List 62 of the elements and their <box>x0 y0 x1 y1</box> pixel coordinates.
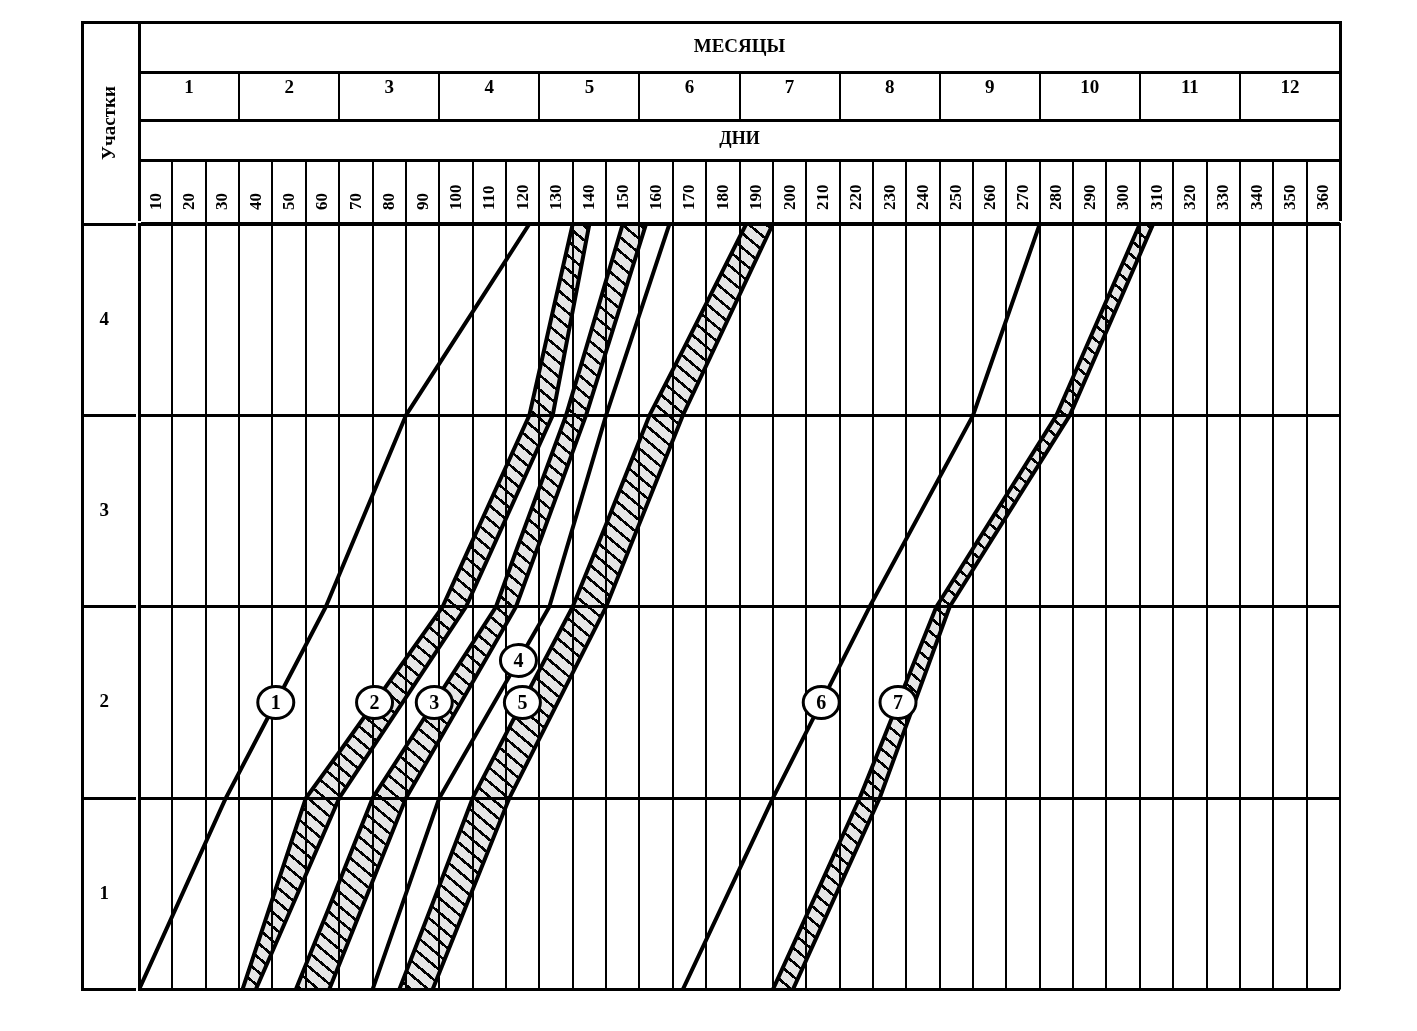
x-tick-label: 220 <box>846 184 866 210</box>
x-tick-label: 330 <box>1213 184 1233 210</box>
x2-tick-label: 5 <box>584 75 595 97</box>
series-label: 4 <box>513 648 524 671</box>
x-tick-label: 110 <box>479 185 499 210</box>
x-tick-label: 80 <box>379 193 399 210</box>
x-tick-label: 340 <box>1246 184 1266 210</box>
x-tick-label: 280 <box>1046 184 1066 210</box>
x2-tick-label: 12 <box>1280 75 1300 97</box>
x-tick-label: 310 <box>1146 184 1166 210</box>
x-tick-label: 150 <box>612 184 632 210</box>
x-tick-label: 40 <box>245 193 265 210</box>
x-tick-label: 160 <box>646 184 666 210</box>
x2-axis-title: МЕСЯЦЫ <box>693 35 786 57</box>
x-tick-label: 300 <box>1113 184 1133 210</box>
x-tick-label: 10 <box>145 193 165 210</box>
y-tick-label: 3 <box>99 499 109 521</box>
series-label: 7 <box>893 690 904 713</box>
x-tick-label: 100 <box>445 184 465 210</box>
x-tick-label: 50 <box>279 193 299 210</box>
x-tick-label: 360 <box>1313 184 1333 210</box>
x-tick-label: 60 <box>312 193 332 210</box>
x-tick-label: 210 <box>812 184 832 210</box>
x-tick-label: 120 <box>512 184 532 210</box>
x-tick-label: 90 <box>412 193 432 210</box>
series-label: 2 <box>369 690 380 713</box>
x-tick-label: 70 <box>345 193 365 210</box>
x2-tick-label: 4 <box>484 75 495 97</box>
x2-tick-label: 7 <box>784 75 795 97</box>
x-tick-label: 140 <box>579 184 599 210</box>
x2-tick-label: 2 <box>284 75 294 97</box>
x-tick-label: 30 <box>212 193 232 210</box>
x-tick-label: 20 <box>179 193 199 210</box>
x-tick-label: 350 <box>1279 184 1299 210</box>
x-tick-label: 200 <box>779 184 799 210</box>
x-tick-label: 260 <box>979 184 999 210</box>
x-tick-label: 190 <box>746 184 766 210</box>
y-tick-label: 4 <box>99 307 110 329</box>
x-tick-label: 270 <box>1013 184 1033 210</box>
x-axis-title: ДНИ <box>719 128 760 149</box>
series-label: 6 <box>816 690 827 713</box>
x2-tick-label: 3 <box>384 75 394 97</box>
x2-tick-label: 11 <box>1180 75 1199 97</box>
x-tick-label: 230 <box>879 184 899 210</box>
x-tick-label: 290 <box>1079 184 1099 210</box>
y-tick-label: 2 <box>99 690 109 712</box>
series-label: 5 <box>517 690 528 713</box>
series-label: 1 <box>270 690 281 713</box>
x-tick-label: 320 <box>1179 184 1199 210</box>
x2-tick-label: 9 <box>984 75 995 97</box>
x-tick-label: 130 <box>546 184 565 210</box>
x-tick-label: 180 <box>712 184 732 210</box>
x-tick-label: 170 <box>679 184 699 210</box>
x2-tick-label: 6 <box>684 75 695 97</box>
x2-tick-label: 1 <box>184 75 194 97</box>
y-axis-title: Участки <box>98 86 120 160</box>
y-tick-label: 1 <box>99 881 109 903</box>
x2-tick-label: 8 <box>884 75 895 97</box>
legend-label: 3 <box>429 690 440 713</box>
x-tick-label: 240 <box>912 184 932 210</box>
x-tick-label: 250 <box>946 184 966 210</box>
x2-tick-label: 10 <box>1080 75 1100 97</box>
